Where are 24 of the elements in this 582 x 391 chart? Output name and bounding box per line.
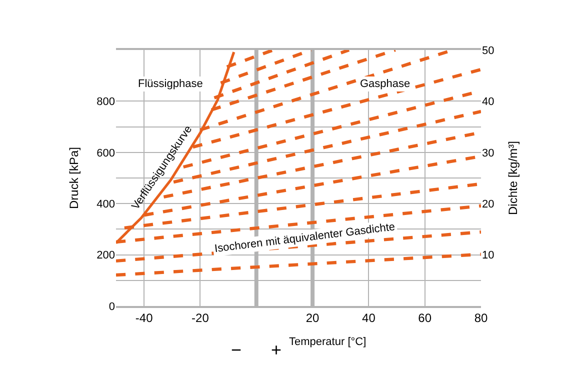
y2-tick-label: 10 xyxy=(482,250,494,262)
y2-tick-label: 30 xyxy=(482,147,494,160)
x-tick-label: 60 xyxy=(418,311,432,326)
y2-tick-label: 40 xyxy=(482,96,494,108)
y2-tick-label: 20 xyxy=(482,198,494,210)
x-tick-label: 20 xyxy=(306,311,320,326)
x-tick-label: 40 xyxy=(362,311,376,326)
y2-tick-label: 50 xyxy=(482,44,494,57)
y-axis-title: Druck [kPa] xyxy=(66,146,81,210)
y-tick-label: 0 xyxy=(108,300,115,313)
y-tick-label: 800 xyxy=(96,96,115,108)
annotation: Flüssigphase xyxy=(138,78,203,90)
x-tick-label: -40 xyxy=(135,311,154,326)
x-axis-title: Temperatur [°C] xyxy=(289,336,366,348)
text: − xyxy=(231,340,242,360)
annotation: Isochoren mit äquivalenter Gasdichte xyxy=(214,221,396,256)
y-tick-label: 600 xyxy=(96,147,115,160)
y2-axis-title: Dichte [kg/m³] xyxy=(506,140,520,216)
y-tick-label: 200 xyxy=(96,250,115,262)
text: + xyxy=(271,340,282,360)
annotation: Gasphase xyxy=(360,78,410,90)
x-tick-label: 80 xyxy=(474,311,488,326)
y-tick-label: 400 xyxy=(96,198,115,210)
x-tick-label: -20 xyxy=(192,311,210,326)
